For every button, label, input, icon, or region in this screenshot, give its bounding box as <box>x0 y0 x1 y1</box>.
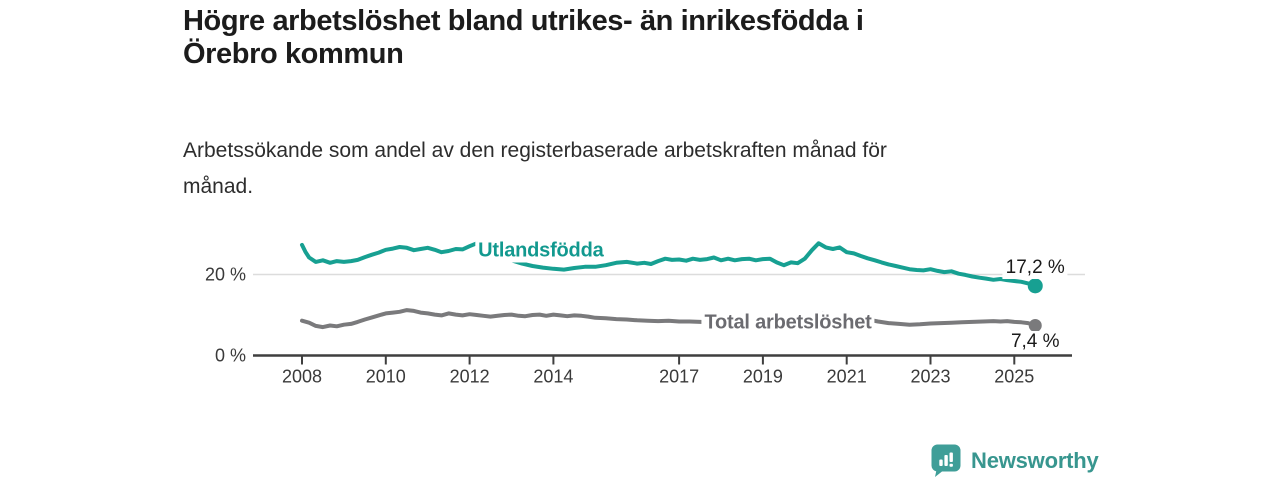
chart-subtitle-line-2: månad. <box>183 175 254 198</box>
x-tick-label-2012: 2012 <box>450 367 490 387</box>
x-tick-label-2008: 2008 <box>282 367 322 387</box>
x-tick-label-2017: 2017 <box>659 367 699 387</box>
chart-subtitle-line-1: Arbetssökande som andel av den registerb… <box>183 139 887 162</box>
bar-chart-speech-bubble-icon <box>931 444 961 477</box>
chart-subtitle: Arbetssökande som andel av den registerb… <box>183 133 887 205</box>
x-tick-label-2019: 2019 <box>743 367 783 387</box>
chart-title-line-1: Högre arbetslöshet bland utrikes- än inr… <box>183 5 864 37</box>
x-tick-label-2023: 2023 <box>910 367 950 387</box>
series-line-utlandsfodda <box>300 241 1038 288</box>
series-line-total-arbetsloshet <box>300 308 1038 330</box>
chart-title-line-2: Örebro kommun <box>183 38 404 70</box>
chart-title: Högre arbetslöshet bland utrikes- än inr… <box>183 5 864 71</box>
x-tick-label-2014: 2014 <box>533 367 573 387</box>
newsworthy-logo: Newsworthy <box>931 444 1099 477</box>
x-tick-label-2021: 2021 <box>827 367 867 387</box>
y-tick-label-0: 0 % <box>215 346 246 366</box>
x-tick-label-2010: 2010 <box>366 367 406 387</box>
series-end-dot-total-arbetsloshet <box>1028 319 1042 333</box>
y-tick-label-20: 20 % <box>205 265 246 285</box>
x-tick-label-2025: 2025 <box>994 367 1034 387</box>
series-end-dot-utlandsfodda <box>1027 278 1043 294</box>
newsworthy-wordmark: Newsworthy <box>971 447 1099 473</box>
